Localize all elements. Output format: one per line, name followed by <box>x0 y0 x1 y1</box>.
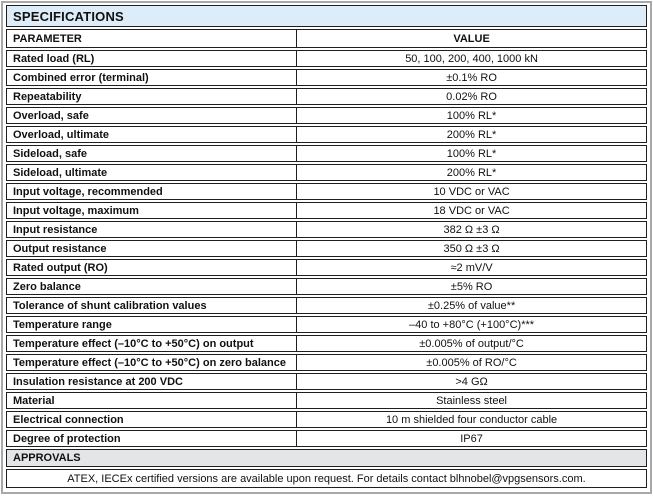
parameter-cell: Overload, ultimate <box>7 127 298 142</box>
parameter-cell: Output resistance <box>7 241 298 256</box>
table-row: Repeatability 0.02% RO <box>6 88 647 105</box>
table-row: Rated load (RL) 50, 100, 200, 400, 1000 … <box>6 50 647 67</box>
value-cell: ±0.005% of output/°C <box>419 337 524 350</box>
table-row: Sideload, safe 100% RL* <box>6 145 647 162</box>
value-cell: ≈2 mV/V <box>450 261 493 274</box>
value-cell: Stainless steel <box>436 394 508 407</box>
column-header-row: PARAMETER VALUE <box>6 29 647 48</box>
value-cell: 382 Ω ±3 Ω <box>443 223 500 236</box>
column-header-parameter: PARAMETER <box>7 30 298 47</box>
table-row: Zero balance ±5% RO <box>6 278 647 295</box>
table-row: Rated output (RO) ≈2 mV/V <box>6 259 647 276</box>
table-row: Output resistance 350 Ω ±3 Ω <box>6 240 647 257</box>
table-row: Overload, ultimate 200% RL* <box>6 126 647 143</box>
value-cell: 10 VDC or VAC <box>433 185 510 198</box>
parameter-cell: Tolerance of shunt calibration values <box>7 298 298 313</box>
parameter-cell: Temperature effect (–10°C to +50°C) on z… <box>7 355 298 370</box>
parameter-cell: Overload, safe <box>7 108 298 123</box>
value-cell: 350 Ω ±3 Ω <box>443 242 500 255</box>
table-row: Input voltage, recommended 10 VDC or VAC <box>6 183 647 200</box>
parameter-cell: Rated output (RO) <box>7 260 298 275</box>
specifications-title-bar: SPECIFICATIONS <box>6 5 647 27</box>
table-row: Input voltage, maximum 18 VDC or VAC <box>6 202 647 219</box>
value-cell: ±5% RO <box>450 280 493 293</box>
parameter-cell: Electrical connection <box>7 412 298 427</box>
column-header-value: VALUE <box>453 32 490 45</box>
table-row: Degree of protection IP67 <box>6 430 647 447</box>
table-row: Input resistance 382 Ω ±3 Ω <box>6 221 647 238</box>
parameter-cell: Input voltage, maximum <box>7 203 298 218</box>
value-cell: 100% RL* <box>446 109 497 122</box>
specifications-title: SPECIFICATIONS <box>13 8 124 24</box>
table-row: Overload, safe 100% RL* <box>6 107 647 124</box>
table-row: Temperature effect (–10°C to +50°C) on o… <box>6 335 647 352</box>
parameter-cell: Temperature effect (–10°C to +50°C) on o… <box>7 336 298 351</box>
parameter-cell: Input voltage, recommended <box>7 184 298 199</box>
approvals-title-bar: APPROVALS <box>6 449 647 467</box>
value-cell: 18 VDC or VAC <box>433 204 510 217</box>
parameter-cell: Repeatability <box>7 89 298 104</box>
table-row: Electrical connection 10 m shielded four… <box>6 411 647 428</box>
table-row: Combined error (terminal) ±0.1% RO <box>6 69 647 86</box>
table-row: Tolerance of shunt calibration values ±0… <box>6 297 647 314</box>
value-cell: 50, 100, 200, 400, 1000 kN <box>405 52 538 65</box>
value-cell: ±0.25% of value** <box>427 299 516 312</box>
table-row: Material Stainless steel <box>6 392 647 409</box>
value-cell: 10 m shielded four conductor cable <box>385 413 558 426</box>
value-cell: >4 GΩ <box>455 375 488 388</box>
value-cell: ±0.005% of RO/°C <box>426 356 517 369</box>
parameter-cell: Insulation resistance at 200 VDC <box>7 374 298 389</box>
parameter-cell: Degree of protection <box>7 431 298 446</box>
parameter-cell: Temperature range <box>7 317 298 332</box>
parameter-cell: Zero balance <box>7 279 298 294</box>
parameter-cell: Sideload, safe <box>7 146 298 161</box>
value-cell: –40 to +80°C (+100°C)*** <box>409 318 535 331</box>
parameter-cell: Rated load (RL) <box>7 51 298 66</box>
table-row: Temperature effect (–10°C to +50°C) on z… <box>6 354 647 371</box>
approvals-title: APPROVALS <box>13 452 81 464</box>
table-row: Temperature range –40 to +80°C (+100°C)*… <box>6 316 647 333</box>
table-row: Sideload, ultimate 200% RL* <box>6 164 647 181</box>
value-cell: 200% RL* <box>446 128 497 141</box>
table-row: Insulation resistance at 200 VDC >4 GΩ <box>6 373 647 390</box>
value-cell: ±0.1% RO <box>446 71 497 84</box>
approvals-note: ATEX, IECEx certified versions are avail… <box>6 469 647 488</box>
parameter-cell: Combined error (terminal) <box>7 70 298 85</box>
value-cell: 0.02% RO <box>446 90 497 103</box>
value-cell: 200% RL* <box>446 166 497 179</box>
parameter-cell: Material <box>7 393 298 408</box>
parameter-cell: Sideload, ultimate <box>7 165 298 180</box>
value-cell: IP67 <box>460 432 483 445</box>
value-cell: 100% RL* <box>446 147 497 160</box>
parameter-cell: Input resistance <box>7 222 298 237</box>
